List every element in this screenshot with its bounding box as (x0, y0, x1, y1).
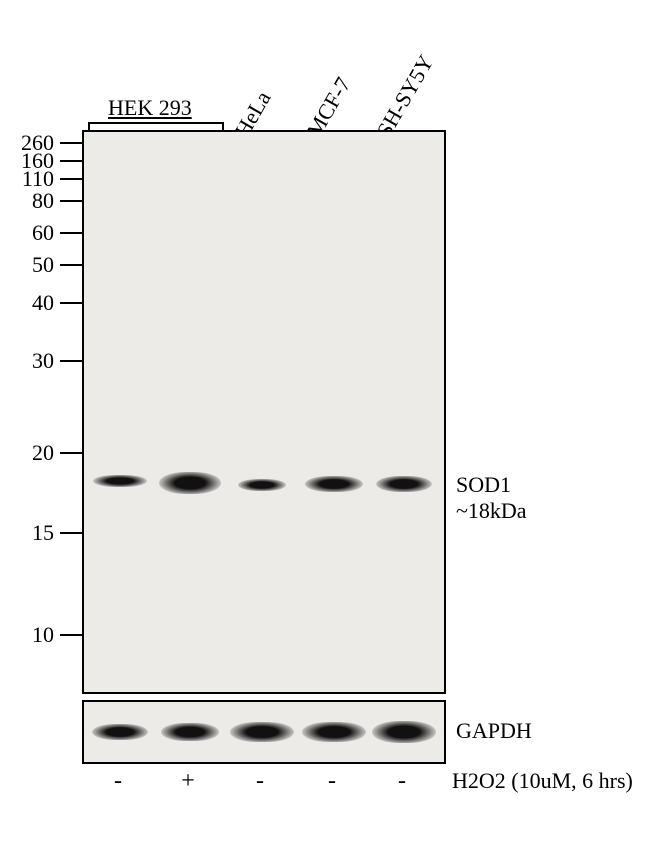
mw-50: 50 (12, 252, 54, 278)
band-sod1-lane1 (93, 475, 147, 487)
band-gapdh-lane3 (230, 722, 294, 742)
lane-header-shsy5y: SH-SY5Y (371, 51, 439, 142)
band-sod1-lane4 (305, 476, 363, 492)
lane-header-hek293: HEK 293 (108, 95, 192, 121)
mw-tick-15 (60, 532, 82, 534)
band-gapdh-lane4 (302, 722, 366, 742)
western-blot-figure: 260 160 110 80 60 50 40 30 20 15 10 HEK … (0, 0, 650, 848)
band-gapdh-lane2 (161, 723, 219, 741)
band-sod1-lane5 (376, 476, 432, 492)
mw-tick-80 (60, 200, 82, 202)
mw-30: 30 (12, 348, 54, 374)
mw-60: 60 (12, 220, 54, 246)
mw-15: 15 (12, 520, 54, 546)
mw-80: 80 (12, 188, 54, 214)
treatment-lane3: - (248, 768, 272, 795)
blot-panel-sod1 (82, 130, 446, 694)
label-sod1-kda: ~18kDa (456, 498, 527, 524)
band-gapdh-lane5 (372, 721, 436, 743)
label-sod1: SOD1 (456, 472, 511, 498)
label-gapdh: GAPDH (456, 718, 532, 744)
mw-tick-160 (60, 160, 82, 162)
mw-tick-20 (60, 452, 82, 454)
mw-tick-260 (60, 142, 82, 144)
mw-20: 20 (12, 440, 54, 466)
mw-tick-60 (60, 232, 82, 234)
blot-panel-gapdh (82, 700, 446, 764)
band-gapdh-lane1 (92, 724, 148, 740)
mw-10: 10 (12, 622, 54, 648)
treatment-lane1: - (106, 768, 130, 795)
treatment-lane4: - (320, 768, 344, 795)
mw-tick-10 (60, 634, 82, 636)
mw-40: 40 (12, 290, 54, 316)
mw-tick-110 (60, 178, 82, 180)
band-sod1-lane3 (238, 479, 286, 491)
treatment-lane5: - (390, 768, 414, 795)
treatment-label: H2O2 (10uM, 6 hrs) (452, 768, 633, 794)
band-sod1-lane2 (159, 472, 221, 494)
mw-tick-50 (60, 264, 82, 266)
mw-tick-30 (60, 360, 82, 362)
mw-tick-40 (60, 302, 82, 304)
treatment-lane2: + (176, 768, 200, 795)
